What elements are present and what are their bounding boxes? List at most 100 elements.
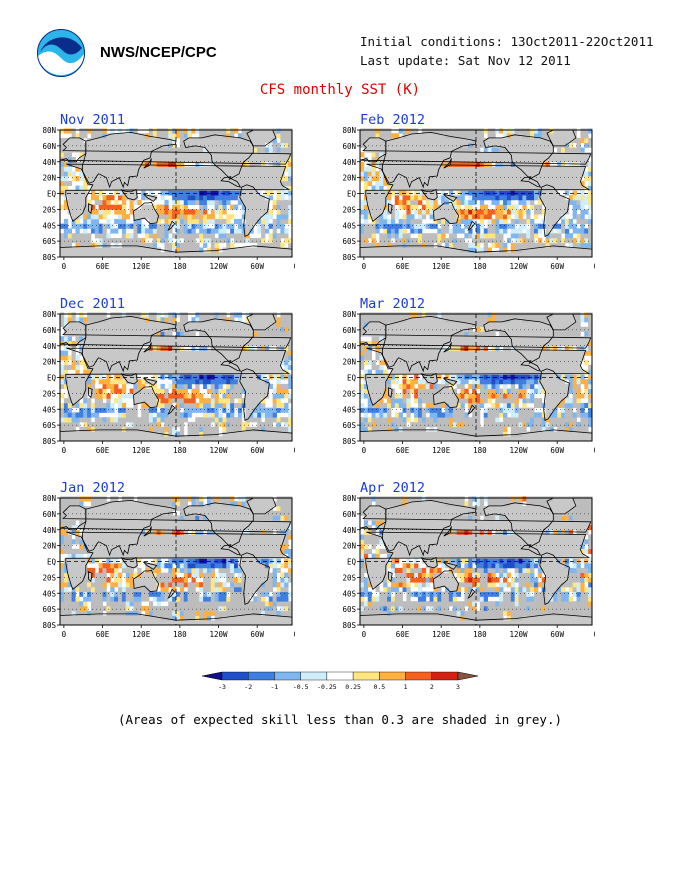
colorbar-label: -1 bbox=[271, 683, 279, 691]
panel-label-feb-2012: Feb 2012 bbox=[360, 112, 426, 128]
lon-tick-label: 0 bbox=[594, 446, 595, 455]
lon-tick-label: 120W bbox=[210, 262, 229, 271]
noaa-logo bbox=[37, 29, 85, 77]
colorbar-segment bbox=[248, 671, 275, 681]
lat-tick-label: 80S bbox=[42, 621, 56, 630]
colorbar-segment bbox=[379, 671, 406, 681]
lat-tick-label: EQ bbox=[347, 374, 357, 383]
lat-tick-label: 40S bbox=[342, 589, 356, 598]
colorbar-label: -2 bbox=[244, 683, 252, 691]
panel-label-nov-2011: Nov 2011 bbox=[60, 112, 126, 128]
lon-tick-label: 60E bbox=[96, 630, 110, 639]
lat-tick-label: 80S bbox=[342, 437, 356, 446]
lon-tick-label: 120W bbox=[510, 630, 529, 639]
map-panel-jan-2012: 80N 60N 40N 20N EQ 20S 40S 60S 80S 0 60E 120E 180 120… bbox=[42, 494, 295, 639]
lat-tick-label: 40N bbox=[342, 342, 356, 351]
lon-tick-label: 0 bbox=[294, 262, 295, 271]
colorbar-label: 0.5 bbox=[373, 683, 385, 691]
lon-tick-label: 60E bbox=[96, 262, 110, 271]
lat-tick-label: EQ bbox=[347, 558, 357, 567]
sst-field bbox=[360, 312, 593, 442]
lat-tick-label: 60N bbox=[342, 326, 356, 335]
lat-tick-label: 80N bbox=[342, 494, 356, 503]
lat-tick-label: 40N bbox=[342, 526, 356, 535]
lon-tick-label: 120E bbox=[432, 446, 451, 455]
lat-tick-label: 80S bbox=[42, 253, 56, 262]
lat-tick-label: 40S bbox=[342, 405, 356, 414]
panel-label-apr-2012: Apr 2012 bbox=[360, 480, 426, 496]
colorbar-segment bbox=[274, 671, 301, 681]
lat-tick-label: 80S bbox=[342, 253, 356, 262]
lat-tick-label: EQ bbox=[47, 374, 57, 383]
lat-tick-label: 60S bbox=[342, 237, 356, 246]
lon-tick-label: 0 bbox=[294, 630, 295, 639]
lat-tick-label: 80N bbox=[42, 310, 56, 319]
panel-label-dec-2011: Dec 2011 bbox=[60, 296, 126, 312]
colorbar-label: -3 bbox=[218, 683, 226, 691]
colorbar-segment bbox=[221, 671, 249, 681]
lon-tick-label: 120W bbox=[510, 262, 529, 271]
skill-note: (Areas of expected skill less than 0.3 a… bbox=[117, 712, 562, 727]
lon-tick-label: 180 bbox=[173, 446, 187, 455]
lat-tick-label: 20N bbox=[342, 358, 356, 367]
lat-tick-label: 20N bbox=[342, 174, 356, 183]
colorbar: -3 -2 -1 -0.5 -0.25 0.25 0.5 1 2 3 bbox=[201, 671, 479, 691]
colorbar-right-arrow bbox=[457, 671, 479, 681]
lat-tick-label: 20N bbox=[342, 542, 356, 551]
lon-tick-label: 60W bbox=[550, 262, 564, 271]
colorbar-segment bbox=[300, 671, 328, 681]
figure-title: CFS monthly SST (K) bbox=[259, 82, 421, 98]
lat-tick-label: 20N bbox=[42, 174, 56, 183]
lat-tick-label: 20S bbox=[342, 205, 356, 214]
lon-tick-label: 60W bbox=[550, 446, 564, 455]
lat-tick-label: 40N bbox=[342, 158, 356, 167]
lat-tick-label: 60S bbox=[42, 605, 56, 614]
lon-tick-label: 60E bbox=[396, 262, 410, 271]
lat-tick-label: 80N bbox=[342, 126, 356, 135]
lon-tick-label: 120E bbox=[432, 262, 451, 271]
lat-tick-label: EQ bbox=[347, 190, 357, 199]
lat-tick-label: 40S bbox=[42, 221, 56, 230]
lat-tick-label: 80N bbox=[42, 494, 56, 503]
colorbar-segment bbox=[431, 671, 459, 681]
lat-tick-label: 40N bbox=[42, 526, 56, 535]
lat-tick-label: 20S bbox=[342, 389, 356, 398]
lat-tick-label: 80S bbox=[42, 437, 56, 446]
lon-tick-label: 0 bbox=[294, 446, 295, 455]
lon-tick-label: 0 bbox=[62, 630, 67, 639]
map-panel-apr-2012: 80N 60N 40N 20N EQ 20S 40S 60S 80S 0 60E 120E 180 120… bbox=[342, 494, 595, 639]
lon-tick-label: 120W bbox=[510, 446, 529, 455]
lat-tick-label: 60N bbox=[42, 326, 56, 335]
lat-tick-label: 60N bbox=[42, 510, 56, 519]
colorbar-left-arrow bbox=[201, 671, 223, 681]
lon-tick-label: 60W bbox=[250, 262, 264, 271]
lon-tick-label: 0 bbox=[62, 446, 67, 455]
lon-tick-label: 180 bbox=[473, 446, 487, 455]
colorbar-label: 1 bbox=[404, 683, 408, 691]
map-panel-nov-2011: 80N 60N 40N 20N EQ 20S 40S 60S 80S 0 60E 120E 180 120… bbox=[42, 126, 295, 271]
sst-field bbox=[60, 128, 293, 258]
lat-tick-label: 80N bbox=[42, 126, 56, 135]
lat-tick-label: 80S bbox=[342, 621, 356, 630]
lat-tick-label: 20S bbox=[42, 573, 56, 582]
lat-tick-label: 60S bbox=[42, 421, 56, 430]
lon-tick-label: 0 bbox=[594, 262, 595, 271]
lon-tick-label: 180 bbox=[473, 630, 487, 639]
lon-tick-label: 60E bbox=[96, 446, 110, 455]
lon-tick-label: 60E bbox=[396, 630, 410, 639]
sst-field bbox=[360, 496, 593, 626]
lat-tick-label: 60N bbox=[42, 142, 56, 151]
lat-tick-label: 40S bbox=[42, 589, 56, 598]
lat-tick-label: 20S bbox=[42, 205, 56, 214]
lon-tick-label: 120E bbox=[132, 262, 151, 271]
lat-tick-label: 60N bbox=[342, 510, 356, 519]
lon-tick-label: 120W bbox=[210, 446, 229, 455]
lon-tick-label: 180 bbox=[473, 262, 487, 271]
lat-tick-label: 20S bbox=[42, 389, 56, 398]
initial-conditions: Initial conditions: 13Oct2011-22Oct2011 bbox=[360, 34, 654, 49]
sst-field bbox=[60, 312, 293, 442]
panel-label-jan-2012: Jan 2012 bbox=[60, 480, 126, 496]
colorbar-label: 0.25 bbox=[345, 683, 361, 691]
lon-tick-label: 180 bbox=[173, 262, 187, 271]
lon-tick-label: 0 bbox=[362, 262, 367, 271]
